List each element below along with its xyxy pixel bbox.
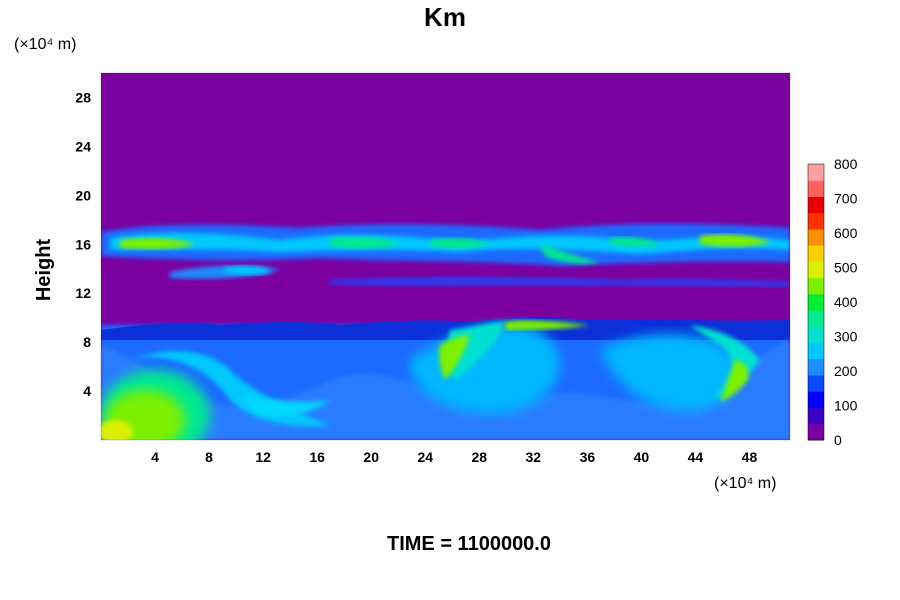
y-unit-label: (×10⁴ m) xyxy=(14,36,76,53)
x-ticks: 4 8 12 16 20 24 28 32 36 40 44 48 xyxy=(151,449,757,465)
colorbar-swatch xyxy=(808,196,824,214)
y-tick-label: 8 xyxy=(83,334,91,350)
colorbar-tick-label: 700 xyxy=(834,191,858,207)
x-tick-label: 4 xyxy=(151,449,159,465)
colorbar-swatch xyxy=(808,342,824,360)
x-tick-label: 24 xyxy=(417,449,433,465)
y-tick-label: 4 xyxy=(83,383,91,399)
time-label: TIME = 1100000.0 xyxy=(387,533,551,555)
y-tick-label: 12 xyxy=(75,285,91,301)
lower-layer xyxy=(101,318,790,440)
y-tick-label: 20 xyxy=(75,187,91,203)
x-tick-label: 16 xyxy=(309,449,325,465)
colorbar-tick-label: 0 xyxy=(834,432,842,448)
colorbar-frame xyxy=(807,163,825,441)
colorbar-swatch xyxy=(808,326,824,344)
colorbar: 0 100 200 300 400 500 600 700 800 xyxy=(807,156,858,448)
x-tick-label: 28 xyxy=(471,449,487,465)
colorbar-tick-label: 200 xyxy=(834,363,858,379)
colorbar-swatch xyxy=(808,375,824,392)
colorbar-swatch xyxy=(808,423,824,441)
colorbar-swatch xyxy=(808,277,824,295)
colorbar-swatch xyxy=(808,245,824,262)
colorbar-swatch xyxy=(808,310,824,327)
plot-area xyxy=(101,73,790,440)
colorbar-swatch xyxy=(808,407,824,425)
colorbar-tick-label: 100 xyxy=(834,398,858,414)
upper-layer xyxy=(101,223,790,266)
colorbar-swatch xyxy=(808,228,824,246)
x-tick-label: 12 xyxy=(255,449,271,465)
colorbar-tick-label: 300 xyxy=(834,329,858,345)
colorbar-tick-label: 500 xyxy=(834,260,858,276)
x-tick-label: 40 xyxy=(634,449,650,465)
chart-title: Km xyxy=(424,2,466,32)
y-tick-label: 16 xyxy=(75,236,91,252)
y-tick-label: 28 xyxy=(75,89,91,105)
x-tick-label: 48 xyxy=(742,449,758,465)
x-tick-label: 32 xyxy=(526,449,542,465)
middle-layer xyxy=(170,265,790,287)
x-unit-label: (×10⁴ m) xyxy=(714,475,776,492)
colorbar-tick-label: 600 xyxy=(834,225,858,241)
x-tick-label: 20 xyxy=(363,449,379,465)
plot-frame xyxy=(100,72,791,441)
y-axis-label: Height xyxy=(33,239,55,302)
colorbar-swatch xyxy=(808,261,824,279)
colorbar-tick-label: 800 xyxy=(834,156,858,172)
colorbar-swatch xyxy=(808,358,824,376)
x-tick-label: 36 xyxy=(580,449,596,465)
colorbar-tick-label: 400 xyxy=(834,294,858,310)
y-ticks: 4 8 12 16 20 24 28 xyxy=(75,89,91,399)
colorbar-swatch xyxy=(808,293,824,311)
y-tick-label: 24 xyxy=(75,138,91,154)
x-tick-label: 8 xyxy=(205,449,213,465)
colorbar-swatch xyxy=(808,164,824,181)
colorbar-swatch xyxy=(808,391,824,409)
colorbar-swatch xyxy=(808,180,824,197)
colorbar-swatch xyxy=(808,212,824,230)
x-tick-label: 44 xyxy=(688,449,704,465)
